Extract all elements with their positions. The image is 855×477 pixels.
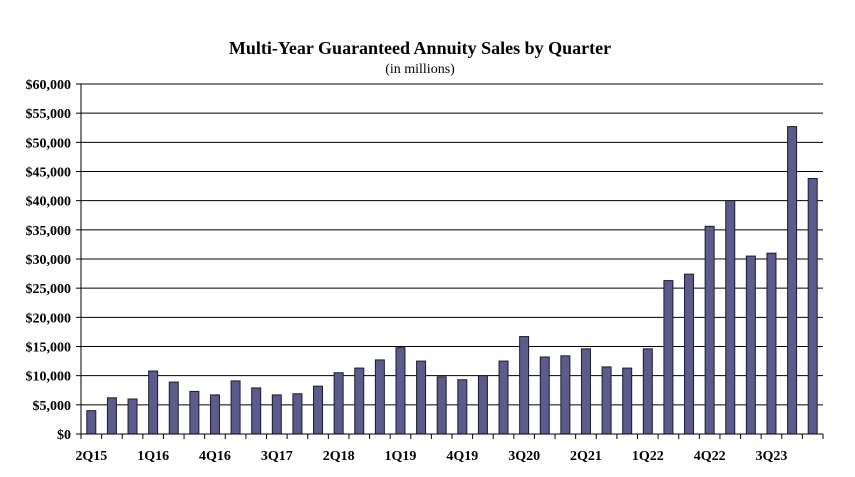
bar-2Q15: [86, 410, 97, 435]
bar-1Q21: [560, 355, 571, 435]
x-tick-label: 4Q16: [199, 449, 231, 464]
bar-4Q18: [374, 359, 385, 435]
y-tick-label: $5,000: [33, 399, 72, 414]
y-tick-labels: $0 $5,000 $10,000 $15,000 $20,000 $25,000 $30,…: [26, 78, 72, 443]
bar-3Q18: [354, 367, 365, 435]
y-tick-label: $60,000: [26, 78, 72, 93]
bar-3Q15: [106, 397, 117, 435]
bar-3Q19: [436, 376, 447, 435]
bar-1Q16: [148, 370, 159, 435]
bar-3Q23: [766, 252, 777, 435]
y-tick-label: $30,000: [26, 253, 72, 268]
x-tick-label: 2Q18: [323, 449, 355, 464]
bar-3Q21: [601, 366, 612, 435]
x-tick-label: 1Q19: [385, 449, 417, 464]
bar-4Q15: [127, 398, 138, 435]
bar-2Q20: [498, 360, 509, 435]
y-tick-label: $55,000: [26, 107, 72, 122]
y-tick-label: $25,000: [26, 282, 72, 297]
bar-1Q23: [725, 200, 736, 435]
y-tick-label: $45,000: [26, 166, 72, 181]
bar-1Q18: [313, 385, 324, 435]
bar-4Q23: [787, 126, 798, 435]
y-tick-label: $50,000: [26, 136, 72, 151]
bar-1Q17: [230, 380, 241, 435]
bar-3Q16: [189, 390, 200, 435]
x-tick-label: 1Q22: [632, 449, 664, 464]
x-tick-label: 4Q22: [694, 449, 726, 464]
x-tick-labels: 2Q15 1Q16 4Q16 3Q17 2Q18 1Q19 4Q19 3Q20 2Q21 1Q22…: [75, 449, 787, 464]
x-tick-label: 1Q16: [137, 449, 169, 464]
bar-2Q17: [251, 387, 262, 435]
bars: [86, 126, 818, 435]
x-tick-label: 3Q23: [756, 449, 788, 464]
bar-4Q17: [292, 393, 303, 435]
bar-4Q22: [704, 225, 715, 435]
axes: [80, 84, 824, 439]
bar-2Q22: [663, 280, 674, 435]
chart-title: Multi-Year Guaranteed Annuity Sales by Q…: [228, 38, 612, 58]
bar-4Q16: [209, 394, 220, 435]
y-tick-label: $40,000: [26, 195, 72, 210]
bar-3Q20: [519, 336, 530, 435]
y-tick-label: $0: [57, 428, 71, 443]
y-tick-label: $15,000: [26, 341, 72, 356]
y-tick-label: $35,000: [26, 224, 72, 239]
bar-2Q23: [745, 255, 756, 435]
bar-3Q17: [271, 394, 282, 435]
y-tick-label: $10,000: [26, 370, 72, 385]
bar-3Q22: [684, 273, 695, 435]
bar-4Q21: [622, 367, 633, 435]
bar-4Q20: [539, 356, 550, 435]
x-tick-label: 2Q15: [75, 449, 107, 464]
bar-2Q18: [333, 372, 344, 435]
x-tick-label: 2Q21: [570, 449, 602, 464]
chart-subtitle: (in millions): [385, 62, 455, 77]
x-tick-label: 3Q17: [261, 449, 293, 464]
bar-2Q16: [168, 381, 179, 435]
x-tick-label: 4Q19: [446, 449, 478, 464]
bar-1Q24: [807, 178, 818, 435]
bar-2Q21: [580, 348, 591, 435]
bar-1Q22: [642, 348, 653, 435]
bar-4Q19: [457, 379, 468, 435]
x-tick-label: 3Q20: [508, 449, 540, 464]
bar-1Q19: [395, 347, 406, 435]
bar-2Q19: [416, 360, 427, 435]
y-tick-label: $20,000: [26, 311, 72, 326]
bar-1Q20: [477, 375, 488, 435]
grid-lines: [76, 83, 823, 435]
